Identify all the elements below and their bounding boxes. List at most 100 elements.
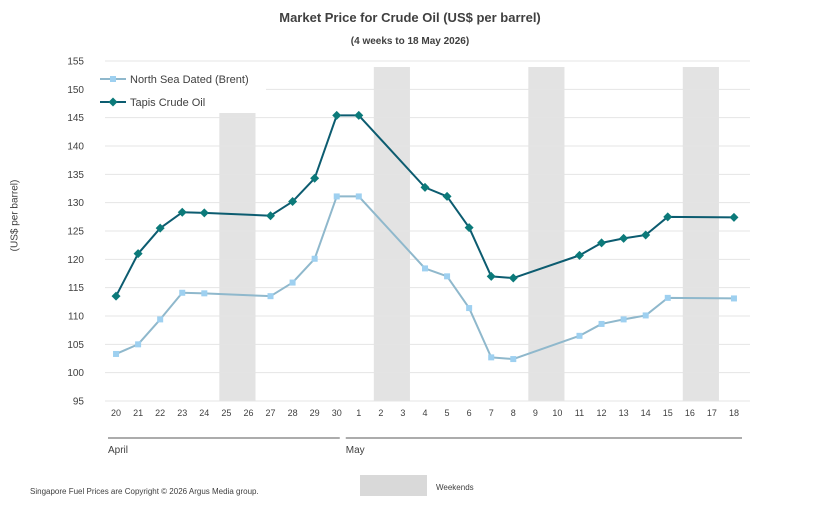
weekend-band [682, 67, 719, 401]
x-tick-label: 1 [356, 408, 361, 418]
brent-point [289, 279, 296, 286]
x-tick-label: 24 [199, 408, 209, 418]
month-label-april: April [108, 445, 128, 456]
y-tick-labels: 95 100 105 110 115 120 125 130 135 140 145 150 155 [67, 57, 84, 408]
legend: North Sea Dated (Brent) Tapis Crude Oil [94, 67, 266, 113]
brent-point [422, 265, 428, 272]
tapis-point [464, 223, 474, 233]
tapis-point [310, 173, 320, 183]
tapis-point [729, 212, 739, 222]
x-tick-label: 2 [378, 408, 383, 418]
legend-marker [110, 76, 116, 82]
brent-point [444, 273, 451, 280]
series-line-0 [115, 195, 734, 361]
x-tick-label: 30 [332, 408, 342, 418]
brent-point [135, 341, 142, 348]
tapis-point [420, 182, 430, 192]
x-tick-label: 26 [243, 408, 253, 418]
x-tick-label: 16 [685, 408, 695, 418]
brent-point [113, 350, 120, 357]
brent-point [620, 316, 627, 323]
brent-point [598, 320, 605, 327]
weekend-band [373, 67, 410, 401]
month-label-may: May [346, 445, 365, 456]
x-tick-labels: 20 21 22 23 24 25 26 27 28 29 30 1 2 3 4 5 6 7 8 9 10 11 12 13 1… [111, 408, 739, 418]
x-tick-label: 4 [422, 408, 427, 418]
y-tick-label: 95 [73, 397, 85, 408]
chart-subtitle: (4 weeks to 18 May 2026) [350, 36, 470, 47]
x-tick-label: 9 [533, 408, 538, 418]
y-tick-label: 130 [67, 198, 84, 209]
tapis-point [486, 271, 496, 281]
tapis-point [619, 233, 629, 243]
tapis-point [111, 291, 121, 301]
tapis-point [199, 208, 209, 218]
tapis-point [508, 273, 518, 283]
brent-point [642, 312, 649, 319]
x-tick-label: 22 [155, 408, 165, 418]
series-layer [111, 110, 739, 363]
y-tick-label: 140 [67, 142, 84, 153]
weekend-band [528, 67, 565, 401]
x-tick-label: 15 [663, 408, 673, 418]
tapis-point [288, 197, 298, 207]
tapis-point [133, 249, 143, 259]
y-tick-label: 100 [67, 368, 84, 379]
y-tick-label: 110 [68, 312, 84, 323]
legend-marker [108, 97, 118, 107]
y-tick-label: 155 [67, 57, 84, 68]
x-tick-label: 12 [597, 408, 607, 418]
y-tick-label: 125 [67, 227, 84, 238]
brent-point [510, 356, 517, 363]
copyright-note: Singapore Fuel Prices are Copyright © 20… [30, 487, 259, 496]
tapis-point [332, 110, 342, 120]
x-tick-label: 10 [552, 408, 562, 418]
legend-background [94, 67, 266, 113]
tapis-point [177, 207, 187, 217]
brent-point [355, 193, 362, 200]
tapis-point [266, 211, 276, 221]
x-tick-label: 14 [641, 408, 651, 418]
x-tick-label: 25 [221, 408, 231, 418]
x-tick-label: 17 [707, 408, 717, 418]
x-tick-label: 27 [266, 408, 276, 418]
x-tick-label: 7 [489, 408, 494, 418]
tapis-point [354, 110, 364, 120]
x-tick-label: 28 [288, 408, 298, 418]
brent-point [664, 294, 671, 301]
weekend-band [219, 67, 256, 401]
y-tick-label: 150 [67, 85, 84, 96]
x-tick-label: 21 [133, 408, 143, 418]
x-tick-label: 11 [575, 408, 584, 418]
brent-point [333, 193, 340, 200]
brent-point [311, 255, 318, 262]
y-tick-label: 145 [67, 113, 84, 124]
brent-point [157, 316, 164, 323]
brent-point [179, 289, 186, 296]
x-tick-label: 29 [310, 408, 320, 418]
x-tick-label: 8 [511, 408, 516, 418]
month-axis: April May [108, 437, 742, 456]
x-tick-label: 23 [177, 408, 187, 418]
x-tick-label: 13 [619, 408, 629, 418]
tapis-point [597, 238, 607, 248]
brent-point [201, 290, 208, 297]
chart-title: Market Price for Crude Oil (US$ per barr… [279, 10, 541, 25]
tapis-point [641, 230, 651, 240]
legend-label: North Sea Dated (Brent) [130, 74, 249, 86]
x-tick-label: 5 [445, 408, 450, 418]
tapis-point [442, 191, 452, 201]
tapis-point [663, 212, 673, 222]
y-tick-label: 105 [67, 340, 84, 351]
brent-point [730, 295, 737, 302]
x-tick-label: 3 [400, 408, 405, 418]
tapis-point [574, 250, 584, 260]
brent-point [576, 332, 583, 339]
y-tick-label: 115 [68, 283, 84, 294]
gridlines [105, 60, 750, 402]
x-tick-label: 20 [111, 408, 121, 418]
y-tick-label: 120 [67, 255, 84, 266]
weekends-legend-swatch [360, 475, 427, 496]
brent-point [267, 293, 274, 300]
